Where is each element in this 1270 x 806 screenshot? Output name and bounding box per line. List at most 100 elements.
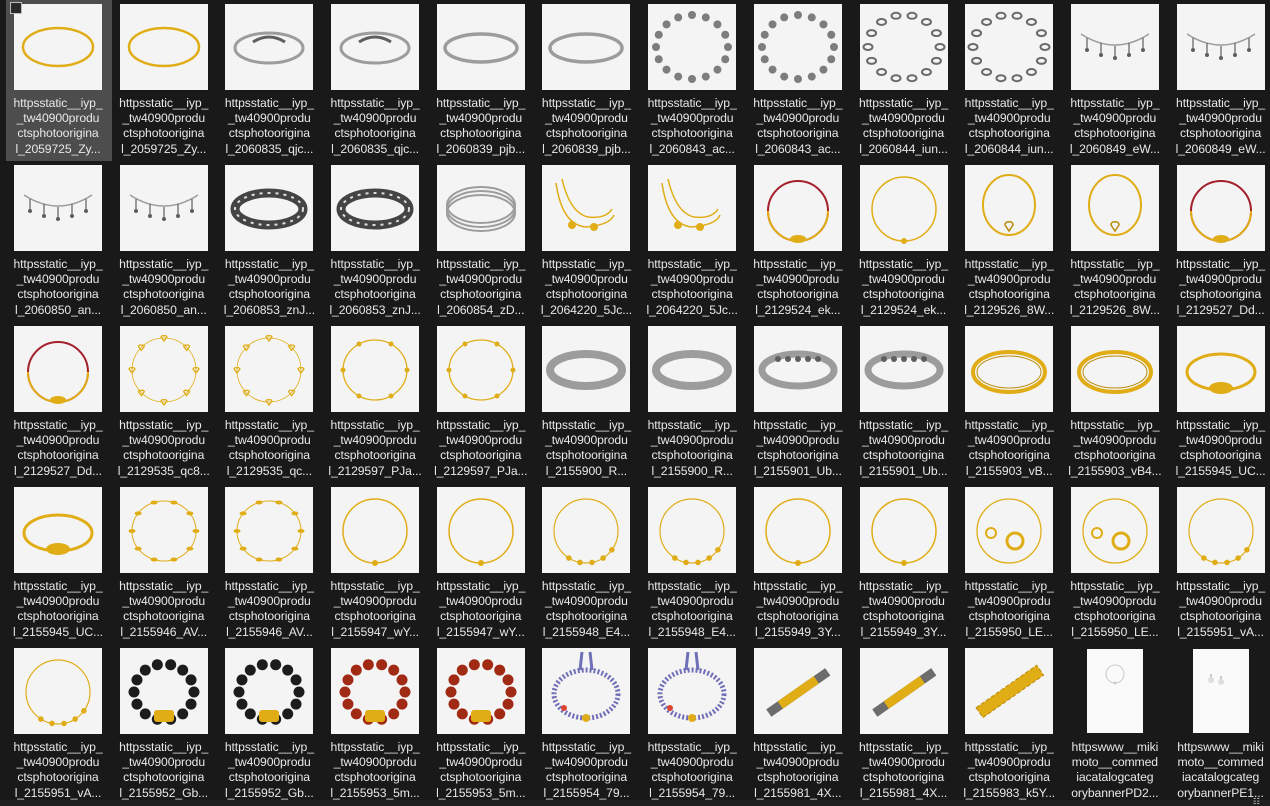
file-tile[interactable]: httpsstatic__iyp_ _tw40900produ ctsphoto… [746, 322, 852, 483]
file-tile[interactable]: httpsstatic__iyp_ _tw40900produ ctsphoto… [957, 161, 1063, 322]
file-tile[interactable]: httpsstatic__iyp_ _tw40900produ ctsphoto… [852, 0, 958, 161]
file-tile[interactable]: httpsstatic__iyp_ _tw40900produ ctsphoto… [534, 483, 640, 644]
thumbnail-image [965, 648, 1054, 734]
file-tile[interactable]: httpsstatic__iyp_ _tw40900produ ctsphoto… [6, 0, 112, 161]
file-tile[interactable]: httpsstatic__iyp_ _tw40900produ ctsphoto… [534, 0, 640, 161]
thumbnail-image [648, 487, 737, 573]
file-tile[interactable]: httpsstatic__iyp_ _tw40900produ ctsphoto… [957, 0, 1063, 161]
file-tile[interactable]: httpsstatic__iyp_ _tw40900produ ctsphoto… [112, 644, 218, 805]
file-tile[interactable]: httpsstatic__iyp_ _tw40900produ ctsphoto… [746, 0, 852, 161]
file-tile[interactable]: httpsstatic__iyp_ _tw40900produ ctsphoto… [6, 483, 112, 644]
file-tile[interactable]: httpsstatic__iyp_ _tw40900produ ctsphoto… [323, 322, 429, 483]
file-tile[interactable]: httpsstatic__iyp_ _tw40900produ ctsphoto… [534, 322, 640, 483]
thumbnail-image [859, 326, 948, 412]
thumbnail-wrap [114, 165, 214, 251]
thumbnail-image [331, 648, 420, 734]
file-tile[interactable]: httpsstatic__iyp_ _tw40900produ ctsphoto… [640, 644, 746, 805]
thumbnail-image [859, 487, 948, 573]
thumbnail-image [1176, 326, 1265, 412]
file-tile[interactable]: httpsstatic__iyp_ _tw40900produ ctsphoto… [217, 322, 323, 483]
file-tile[interactable]: httpsstatic__iyp_ _tw40900produ ctsphoto… [640, 0, 746, 161]
file-tile[interactable]: httpsstatic__iyp_ _tw40900produ ctsphoto… [112, 322, 218, 483]
file-tile[interactable]: httpsstatic__iyp_ _tw40900produ ctsphoto… [1063, 161, 1169, 322]
thumbnail-image [965, 165, 1054, 251]
file-tile[interactable]: httpsstatic__iyp_ _tw40900produ ctsphoto… [1063, 322, 1169, 483]
thumbnail-wrap [959, 487, 1059, 573]
file-name-label: httpsstatic__iyp_ _tw40900produ ctsphoto… [1069, 96, 1160, 156]
thumbnail-wrap [854, 487, 954, 573]
file-tile[interactable]: httpsstatic__iyp_ _tw40900produ ctsphoto… [112, 161, 218, 322]
file-name-label: httpsstatic__iyp_ _tw40900produ ctsphoto… [1175, 418, 1266, 478]
thumbnail-image [753, 326, 842, 412]
file-tile[interactable]: httpsstatic__iyp_ _tw40900produ ctsphoto… [217, 644, 323, 805]
file-tile[interactable]: httpsstatic__iyp_ _tw40900produ ctsphoto… [1169, 483, 1270, 644]
view-toggle-icon[interactable]: ☷ [1252, 797, 1260, 806]
file-tile[interactable]: httpsstatic__iyp_ _tw40900produ ctsphoto… [323, 161, 429, 322]
file-tile[interactable]: httpsstatic__iyp_ _tw40900produ ctsphoto… [957, 483, 1063, 644]
file-name-label: httpsstatic__iyp_ _tw40900produ ctsphoto… [753, 96, 843, 156]
file-tile[interactable]: httpsstatic__iyp_ _tw40900produ ctsphoto… [429, 644, 535, 805]
thumbnail-wrap [431, 4, 531, 90]
file-tile[interactable]: httpsstatic__iyp_ _tw40900produ ctsphoto… [746, 483, 852, 644]
file-tile[interactable]: httpsstatic__iyp_ _tw40900produ ctsphoto… [746, 644, 852, 805]
thumbnail-image [331, 165, 420, 251]
file-name-label: httpsstatic__iyp_ _tw40900produ ctsphoto… [647, 96, 737, 156]
select-checkbox[interactable] [10, 2, 22, 14]
file-tile[interactable]: httpsstatic__iyp_ _tw40900produ ctsphoto… [1169, 322, 1270, 483]
file-tile[interactable]: httpsstatic__iyp_ _tw40900produ ctsphoto… [217, 161, 323, 322]
thumbnail-image [331, 4, 420, 90]
file-name-label: httpsstatic__iyp_ _tw40900produ ctsphoto… [329, 257, 421, 317]
file-tile[interactable]: httpsstatic__iyp_ _tw40900produ ctsphoto… [534, 161, 640, 322]
file-tile[interactable]: httpsstatic__iyp_ _tw40900produ ctsphoto… [1169, 0, 1270, 161]
file-tile[interactable]: httpsstatic__iyp_ _tw40900produ ctsphoto… [1063, 0, 1169, 161]
file-tile[interactable]: httpsstatic__iyp_ _tw40900produ ctsphoto… [1169, 161, 1270, 322]
file-name-label: httpsstatic__iyp_ _tw40900produ ctsphoto… [119, 257, 209, 317]
file-tile[interactable]: httpsstatic__iyp_ _tw40900produ ctsphoto… [852, 161, 958, 322]
thumbnail-wrap [219, 326, 319, 412]
thumbnail-wrap [748, 326, 848, 412]
thumbnail-wrap [959, 648, 1059, 734]
file-tile[interactable]: httpsstatic__iyp_ _tw40900produ ctsphoto… [534, 644, 640, 805]
file-tile[interactable]: httpsstatic__iyp_ _tw40900produ ctsphoto… [429, 322, 535, 483]
file-tile[interactable]: httpsstatic__iyp_ _tw40900produ ctsphoto… [217, 483, 323, 644]
file-name-label: httpsstatic__iyp_ _tw40900produ ctsphoto… [646, 257, 738, 317]
file-tile[interactable]: httpsstatic__iyp_ _tw40900produ ctsphoto… [112, 0, 218, 161]
thumbnail-wrap [1065, 4, 1165, 90]
thumbnail-wrap [1171, 165, 1270, 251]
file-tile[interactable]: httpsstatic__iyp_ _tw40900produ ctsphoto… [429, 0, 535, 161]
thumbnail-image [965, 4, 1054, 90]
file-name-label: httpsstatic__iyp_ _tw40900produ ctsphoto… [224, 579, 314, 639]
file-tile[interactable]: httpsstatic__iyp_ _tw40900produ ctsphoto… [746, 161, 852, 322]
file-tile[interactable]: httpsstatic__iyp_ _tw40900produ ctsphoto… [640, 161, 746, 322]
file-tile[interactable]: httpsstatic__iyp_ _tw40900produ ctsphoto… [852, 322, 958, 483]
file-tile[interactable]: httpsstatic__iyp_ _tw40900produ ctsphoto… [852, 483, 958, 644]
file-name-label: httpsstatic__iyp_ _tw40900produ ctsphoto… [13, 96, 103, 156]
file-tile[interactable]: httpsstatic__iyp_ _tw40900produ ctsphoto… [323, 644, 429, 805]
status-bar: ☷ [0, 797, 1270, 806]
file-name-label: httpswww__miki moto__commed iacatalogcat… [1177, 740, 1264, 800]
file-name-label: httpsstatic__iyp_ _tw40900produ ctsphoto… [436, 257, 526, 317]
file-tile[interactable]: httpsstatic__iyp_ _tw40900produ ctsphoto… [640, 322, 746, 483]
thumbnail-wrap [114, 648, 214, 734]
file-tile[interactable]: httpsstatic__iyp_ _tw40900produ ctsphoto… [6, 161, 112, 322]
thumbnail-image [648, 4, 737, 90]
file-tile[interactable]: httpswww__miki moto__commed iacatalogcat… [1063, 644, 1169, 805]
file-tile[interactable]: httpsstatic__iyp_ _tw40900produ ctsphoto… [957, 644, 1063, 805]
file-tile[interactable]: httpsstatic__iyp_ _tw40900produ ctsphoto… [429, 483, 535, 644]
file-tile[interactable]: httpsstatic__iyp_ _tw40900produ ctsphoto… [217, 0, 323, 161]
file-tile[interactable]: httpsstatic__iyp_ _tw40900produ ctsphoto… [429, 161, 535, 322]
file-tile[interactable]: httpswww__miki moto__commed iacatalogcat… [1169, 644, 1270, 805]
file-name-label: httpsstatic__iyp_ _tw40900produ ctsphoto… [1068, 418, 1162, 478]
file-tile[interactable]: httpsstatic__iyp_ _tw40900produ ctsphoto… [1063, 483, 1169, 644]
file-tile[interactable]: httpsstatic__iyp_ _tw40900produ ctsphoto… [957, 322, 1063, 483]
file-tile[interactable]: httpsstatic__iyp_ _tw40900produ ctsphoto… [852, 644, 958, 805]
file-tile[interactable]: httpsstatic__iyp_ _tw40900produ ctsphoto… [640, 483, 746, 644]
file-tile[interactable]: httpsstatic__iyp_ _tw40900produ ctsphoto… [6, 644, 112, 805]
file-tile[interactable]: httpsstatic__iyp_ _tw40900produ ctsphoto… [323, 0, 429, 161]
file-tile[interactable]: httpsstatic__iyp_ _tw40900produ ctsphoto… [323, 483, 429, 644]
file-tile[interactable]: httpsstatic__iyp_ _tw40900produ ctsphoto… [6, 322, 112, 483]
thumbnail-image [859, 165, 948, 251]
file-tile[interactable]: httpsstatic__iyp_ _tw40900produ ctsphoto… [112, 483, 218, 644]
thumbnail-wrap [536, 487, 636, 573]
thumbnail-image [119, 165, 208, 251]
